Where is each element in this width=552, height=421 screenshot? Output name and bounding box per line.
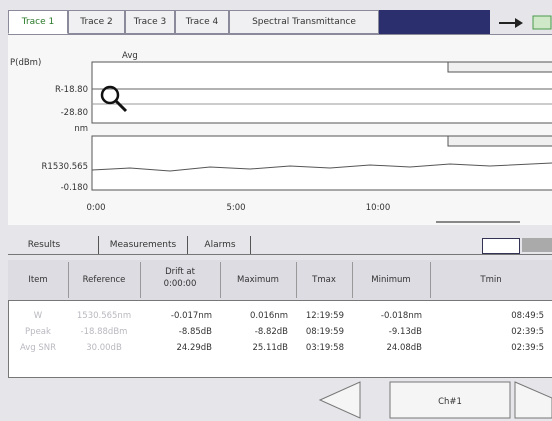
subtab[interactable]: Results bbox=[27, 240, 61, 250]
table-cell: 1530.565nm bbox=[76, 311, 132, 321]
table-cell: -0.017nm bbox=[170, 311, 212, 321]
table-cell: -0.018nm bbox=[380, 311, 422, 321]
column-divider bbox=[352, 262, 353, 298]
lower-scroll bbox=[447, 135, 552, 147]
x-tick-label: 0:00 bbox=[86, 203, 105, 213]
lower-label: R1530.565 bbox=[42, 162, 88, 172]
tab[interactable]: Trace 1 bbox=[8, 10, 68, 34]
title-bar bbox=[378, 10, 490, 34]
table-cell: 24.08dB bbox=[386, 343, 422, 353]
tab[interactable]: Trace 2 bbox=[68, 10, 125, 34]
upper-legend: Avg bbox=[122, 51, 138, 61]
channel-button[interactable] bbox=[389, 381, 511, 419]
tab[interactable]: Trace 3 bbox=[125, 10, 175, 34]
zoom-handle bbox=[114, 99, 128, 113]
table-cell: W bbox=[33, 311, 43, 321]
table-cell: 08:49:5 bbox=[511, 311, 544, 321]
prev-button[interactable] bbox=[318, 381, 361, 419]
channel-label: Ch#1 bbox=[438, 397, 462, 407]
column-divider bbox=[430, 262, 431, 298]
table-cell: 08:19:59 bbox=[305, 327, 344, 337]
nav-bar: Ch#1 bbox=[318, 381, 552, 419]
view-button[interactable] bbox=[482, 238, 520, 254]
header-cell: Drift at 0:00:00 bbox=[163, 267, 197, 289]
toolbar-icons bbox=[499, 15, 552, 30]
tab[interactable]: Spectral Transmittance bbox=[229, 10, 379, 34]
subtab[interactable]: Alarms bbox=[190, 236, 251, 254]
lower-axis-label: nm bbox=[74, 124, 88, 134]
table-cell: 24.29dB bbox=[176, 343, 212, 353]
table-cell: -9.13dB bbox=[388, 327, 422, 337]
header-cell: Tmax bbox=[312, 275, 336, 285]
table-cell: 12:19:59 bbox=[305, 311, 344, 321]
table-cell: -8.82dB bbox=[254, 327, 288, 337]
upper-label: R-18.80 bbox=[55, 85, 88, 95]
upper-label: -28.80 bbox=[61, 108, 88, 118]
table-cell: -18.88dBm bbox=[80, 327, 128, 337]
table-cell: Avg SNR bbox=[19, 343, 57, 353]
tab[interactable]: Trace 4 bbox=[175, 10, 229, 34]
table-header bbox=[8, 260, 552, 301]
header-cell: Maximum bbox=[237, 275, 279, 285]
column-divider bbox=[220, 262, 221, 298]
next-button[interactable] bbox=[514, 381, 552, 419]
table-cell: 30.00dB bbox=[86, 343, 122, 353]
zoom-icon[interactable] bbox=[100, 85, 120, 105]
table-cell: 25.11dB bbox=[252, 343, 288, 353]
upper-axis-label: P(dBm) bbox=[10, 58, 41, 68]
table-cell: Ppeak bbox=[25, 327, 51, 337]
subtab[interactable]: Measurements bbox=[98, 236, 188, 254]
subtab-line bbox=[8, 254, 552, 255]
table-cell: -8.85dB bbox=[178, 327, 212, 337]
table-cell: 0.016nm bbox=[249, 311, 288, 321]
x-tick-label: 5:00 bbox=[226, 203, 245, 213]
column-divider bbox=[68, 262, 69, 298]
header-cell: Tmin bbox=[480, 275, 502, 285]
table-cell: 03:19:58 bbox=[305, 343, 344, 353]
column-divider bbox=[140, 262, 141, 298]
table-cell: 02:39:5 bbox=[511, 327, 544, 337]
column-divider bbox=[296, 262, 297, 298]
chart: P(dBm) Avg R-18.80 -28.80 nm R1530.565 -… bbox=[10, 51, 552, 223]
header-cell: Item bbox=[28, 275, 48, 285]
x-tick-label: 10:00 bbox=[366, 203, 391, 213]
header-cell: Reference bbox=[82, 275, 126, 285]
header-cell: Minimum bbox=[371, 275, 411, 285]
lower-trace bbox=[91, 162, 552, 172]
table-cell: 02:39:5 bbox=[511, 343, 544, 353]
view-button[interactable] bbox=[522, 238, 552, 252]
upper-scroll bbox=[447, 61, 552, 73]
lower-label: -0.180 bbox=[61, 183, 88, 193]
